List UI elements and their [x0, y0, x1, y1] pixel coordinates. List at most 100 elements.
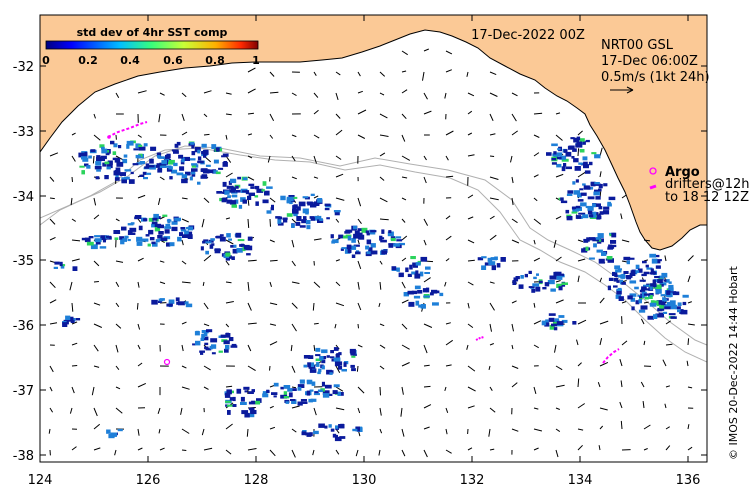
sst-pixel — [110, 432, 117, 437]
sst-pixel — [146, 172, 152, 175]
current-vector — [445, 215, 451, 220]
current-vector — [599, 297, 605, 304]
current-vector — [643, 239, 651, 242]
current-vector — [247, 344, 252, 352]
x-tick-label: 134 — [568, 473, 593, 488]
sst-pixel — [329, 372, 333, 375]
current-vector — [423, 404, 432, 409]
sst-pixel — [561, 158, 569, 162]
current-vector — [445, 258, 450, 262]
sst-pixel — [248, 192, 255, 196]
sst-pixel — [173, 150, 179, 154]
sst-pixel — [670, 304, 677, 310]
current-vector — [115, 386, 121, 390]
sst-pixel — [179, 232, 184, 237]
sst-pixel — [355, 426, 360, 432]
sst-pixel — [144, 166, 150, 169]
sst-pixel — [594, 189, 600, 194]
current-vector — [687, 275, 691, 283]
sst-pixel — [567, 190, 574, 194]
current-vector — [423, 110, 432, 115]
current-vector — [379, 407, 382, 416]
sst-pixel — [481, 265, 487, 270]
sst-pixel — [226, 404, 233, 407]
current-vector — [93, 113, 96, 119]
sst-pixel — [594, 183, 601, 186]
sst-pixel — [298, 201, 306, 207]
sst-pixel — [122, 158, 128, 164]
sst-pixel — [528, 286, 535, 289]
current-vector — [181, 218, 189, 223]
sst-pixel — [219, 234, 224, 237]
sst-pixel — [235, 185, 239, 189]
sst-pixel — [236, 388, 242, 394]
sst-pixel — [300, 399, 307, 402]
sst-pixel — [409, 264, 413, 270]
sst-pixel — [225, 333, 231, 338]
sst-pixel — [620, 274, 624, 279]
sst-pixel — [232, 404, 237, 407]
sst-pixel — [251, 389, 255, 393]
sst-pixel — [62, 322, 68, 327]
current-vector — [137, 194, 146, 199]
sst-pixel — [657, 279, 663, 284]
sst-pixel — [663, 311, 668, 314]
sst-pixel — [669, 300, 676, 305]
sst-pixel — [195, 164, 199, 168]
current-vector — [269, 341, 278, 346]
sst-pixel — [556, 321, 564, 325]
sst-pixel — [357, 228, 364, 232]
sst-pixel — [248, 413, 255, 418]
argo-legend-icon — [649, 167, 657, 175]
sst-pixel — [336, 353, 340, 358]
sst-pixel — [306, 379, 311, 383]
sst-pixel — [608, 196, 616, 201]
sst-pixel — [595, 196, 601, 200]
sst-pixel — [232, 194, 238, 198]
current-vector — [445, 449, 452, 454]
current-vector — [687, 323, 695, 326]
sst-pixel — [158, 156, 165, 159]
sst-pixel — [575, 206, 582, 211]
sst-pixel — [649, 293, 654, 297]
sst-pixel — [551, 162, 557, 165]
sst-pixel — [303, 216, 307, 221]
sst-pixel — [310, 398, 317, 402]
current-vector — [423, 323, 433, 328]
current-vector — [489, 302, 495, 311]
current-vector — [598, 445, 601, 451]
sst-pixel — [351, 368, 356, 372]
sst-pixel — [148, 229, 154, 235]
sst-pixel — [305, 432, 311, 436]
sst-pixel — [192, 343, 196, 346]
current-vector — [445, 339, 453, 346]
sst-pixel — [318, 368, 322, 373]
current-vector — [225, 239, 234, 245]
current-vector — [181, 386, 190, 390]
sst-pixel — [106, 236, 112, 240]
current-vector — [335, 173, 344, 178]
sst-pixel — [660, 284, 664, 287]
sst-pixel — [120, 239, 125, 245]
sst-pixel — [233, 244, 237, 248]
sst-pixel — [201, 174, 208, 178]
current-vector — [291, 428, 297, 433]
sst-pixel — [351, 254, 356, 258]
sst-pixel — [431, 289, 438, 294]
sst-pixel — [572, 321, 577, 325]
current-vector — [511, 428, 519, 432]
current-vector — [467, 386, 476, 392]
sst-pixel — [136, 162, 143, 165]
current-vector — [93, 365, 100, 368]
current-vector — [357, 197, 362, 207]
sst-pixel — [490, 257, 497, 261]
sst-pixel — [168, 166, 173, 170]
sst-pixel — [210, 238, 215, 241]
current-legend-time: 17-Dec 06:00Z — [601, 54, 698, 69]
current-vector — [269, 426, 276, 430]
sst-pixel — [226, 233, 231, 238]
sst-pixel — [538, 280, 543, 284]
sst-pixel — [584, 170, 591, 174]
sst-pixel — [314, 391, 319, 395]
sst-pixel — [639, 279, 646, 282]
